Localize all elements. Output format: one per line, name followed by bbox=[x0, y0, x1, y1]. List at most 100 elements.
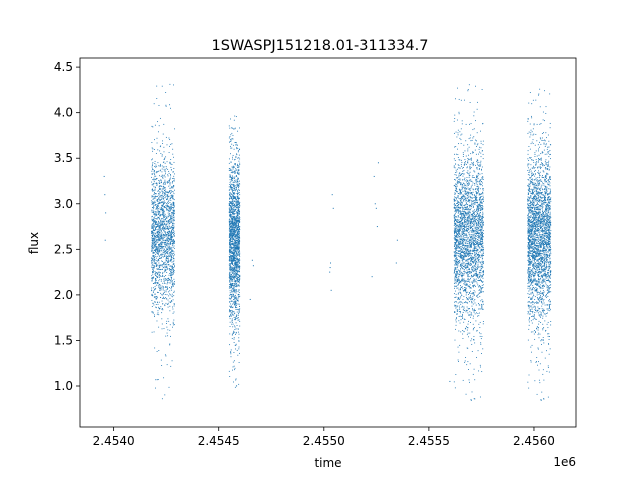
data-point bbox=[231, 209, 233, 211]
data-point bbox=[239, 183, 241, 185]
data-point bbox=[230, 255, 232, 257]
data-point bbox=[481, 200, 483, 202]
data-point bbox=[229, 275, 230, 277]
data-point bbox=[160, 248, 162, 250]
data-point bbox=[236, 243, 238, 245]
data-point bbox=[157, 203, 159, 205]
data-point bbox=[232, 293, 234, 295]
data-point bbox=[469, 222, 471, 224]
data-point bbox=[231, 280, 233, 282]
data-point bbox=[172, 229, 174, 230]
data-point bbox=[167, 288, 169, 289]
data-point bbox=[231, 307, 233, 309]
data-point bbox=[170, 194, 172, 196]
data-point bbox=[169, 162, 171, 164]
data-point bbox=[156, 248, 158, 250]
data-point bbox=[165, 286, 167, 288]
data-point bbox=[482, 281, 484, 283]
data-point bbox=[239, 305, 240, 307]
data-point bbox=[231, 268, 233, 270]
data-point bbox=[166, 198, 168, 200]
data-point bbox=[456, 276, 458, 278]
data-point bbox=[476, 205, 478, 207]
data-point bbox=[164, 286, 166, 288]
data-point bbox=[475, 214, 477, 216]
data-point bbox=[472, 281, 473, 283]
data-point bbox=[235, 168, 237, 170]
data-point bbox=[228, 311, 230, 313]
data-point bbox=[457, 260, 459, 262]
data-point bbox=[170, 175, 172, 177]
data-point bbox=[165, 297, 167, 299]
data-point bbox=[160, 163, 161, 165]
data-point bbox=[231, 218, 233, 220]
data-point bbox=[152, 240, 153, 242]
data-point bbox=[170, 301, 172, 303]
data-point bbox=[480, 234, 482, 236]
data-point bbox=[467, 150, 469, 152]
data-point bbox=[171, 241, 173, 242]
data-point bbox=[163, 280, 165, 282]
data-point bbox=[152, 242, 154, 244]
data-point bbox=[237, 190, 239, 192]
data-point bbox=[464, 162, 466, 164]
data-point bbox=[460, 286, 462, 288]
data-point bbox=[233, 270, 235, 272]
data-point bbox=[462, 273, 464, 275]
data-point bbox=[152, 235, 154, 237]
data-point bbox=[230, 254, 232, 256]
data-point bbox=[159, 117, 161, 119]
data-point bbox=[155, 204, 156, 206]
data-point bbox=[233, 232, 235, 234]
data-point bbox=[229, 301, 230, 303]
data-point bbox=[462, 223, 464, 225]
data-point bbox=[467, 148, 469, 150]
data-point bbox=[479, 292, 481, 294]
data-point bbox=[169, 245, 170, 247]
data-point bbox=[232, 248, 234, 250]
data-point bbox=[154, 252, 156, 254]
data-point bbox=[237, 294, 239, 296]
data-point bbox=[156, 251, 158, 253]
data-point bbox=[469, 308, 470, 309]
data-point bbox=[231, 221, 233, 223]
data-point bbox=[234, 115, 236, 117]
data-point bbox=[163, 230, 165, 232]
data-point bbox=[170, 259, 172, 261]
data-point bbox=[239, 295, 241, 297]
data-point bbox=[152, 169, 154, 171]
data-point bbox=[173, 236, 175, 237]
data-point bbox=[477, 164, 479, 166]
data-point bbox=[461, 278, 463, 280]
data-point bbox=[481, 150, 483, 152]
data-point bbox=[151, 290, 153, 292]
data-point bbox=[466, 223, 468, 225]
data-point bbox=[480, 233, 482, 235]
data-point bbox=[231, 256, 233, 258]
data-point bbox=[159, 199, 161, 201]
data-point bbox=[234, 188, 236, 190]
data-point bbox=[235, 273, 237, 275]
data-point bbox=[165, 181, 167, 183]
data-point bbox=[236, 269, 238, 271]
data-point bbox=[464, 200, 466, 202]
data-point bbox=[172, 191, 174, 193]
data-point bbox=[454, 274, 456, 276]
data-point bbox=[231, 224, 233, 226]
data-point bbox=[165, 171, 166, 173]
data-point bbox=[237, 227, 239, 229]
data-point bbox=[476, 215, 478, 217]
data-point bbox=[151, 211, 153, 213]
data-point bbox=[158, 250, 160, 252]
data-point bbox=[156, 231, 158, 233]
data-point bbox=[237, 252, 239, 254]
data-point bbox=[162, 224, 163, 226]
data-point bbox=[230, 212, 232, 213]
data-point bbox=[156, 268, 158, 270]
data-point bbox=[236, 241, 237, 243]
data-point bbox=[172, 222, 173, 224]
data-point bbox=[476, 329, 478, 331]
data-point bbox=[237, 196, 239, 198]
data-point bbox=[236, 187, 237, 189]
data-point bbox=[228, 277, 230, 279]
